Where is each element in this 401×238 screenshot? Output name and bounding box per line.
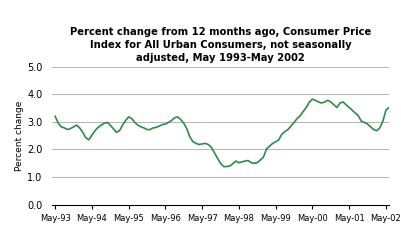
Y-axis label: Percent change: Percent change — [15, 100, 24, 171]
Title: Percent change from 12 months ago, Consumer Price
Index for All Urban Consumers,: Percent change from 12 months ago, Consu… — [70, 27, 371, 63]
